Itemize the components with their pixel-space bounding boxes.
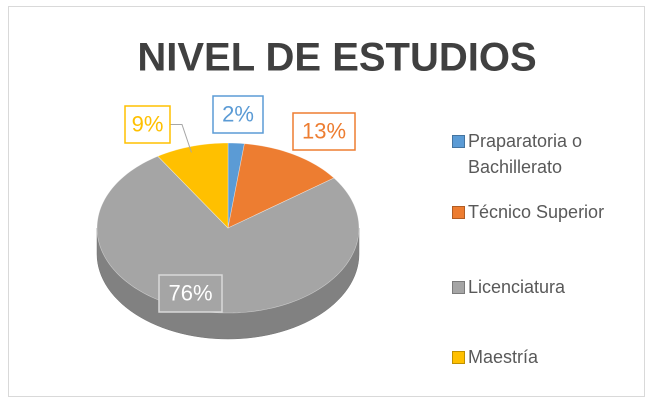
data-label: 2%	[222, 101, 254, 126]
data-label: 13%	[302, 118, 346, 143]
leader-line	[170, 124, 192, 153]
data-label-box	[292, 112, 356, 151]
legend-swatch	[452, 281, 465, 294]
legend-swatch	[452, 351, 465, 364]
legend-label: Técnico Superior	[468, 202, 605, 222]
data-label: 9%	[132, 111, 164, 136]
slice	[157, 142, 229, 229]
legend-swatch	[452, 135, 465, 148]
chart-title: NIVEL DE ESTUDIOS	[137, 36, 536, 80]
legend-swatch	[452, 206, 465, 219]
legend-item: Maestría	[452, 344, 632, 370]
slice	[227, 143, 335, 229]
data-label-box	[124, 105, 171, 144]
legend-label: Praparatoria o Bachillerato	[468, 131, 583, 177]
data-label-box	[212, 95, 264, 134]
legend-item: Licenciatura	[452, 274, 632, 300]
legend-label: Maestría	[468, 347, 539, 367]
legend-item: Praparatoria o Bachillerato	[452, 128, 632, 180]
legend-item: Técnico Superior	[452, 199, 632, 225]
data-label-box	[158, 274, 223, 313]
data-label: 76%	[168, 280, 212, 305]
legend-label: Licenciatura	[468, 277, 566, 297]
